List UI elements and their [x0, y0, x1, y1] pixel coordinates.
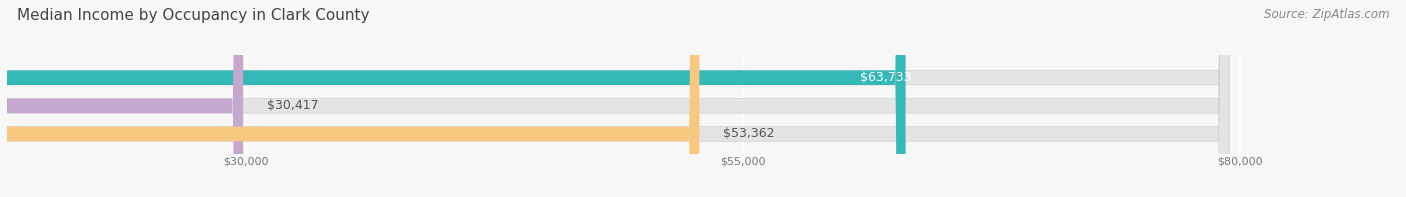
FancyBboxPatch shape	[0, 0, 1229, 197]
FancyBboxPatch shape	[0, 0, 699, 197]
FancyBboxPatch shape	[0, 0, 243, 197]
FancyBboxPatch shape	[0, 0, 905, 197]
Text: Median Income by Occupancy in Clark County: Median Income by Occupancy in Clark Coun…	[17, 8, 370, 23]
Text: $53,362: $53,362	[723, 127, 775, 140]
FancyBboxPatch shape	[0, 0, 1229, 197]
FancyBboxPatch shape	[0, 0, 1229, 197]
Text: $30,417: $30,417	[267, 99, 319, 112]
Text: Source: ZipAtlas.com: Source: ZipAtlas.com	[1264, 8, 1389, 21]
Text: $63,733: $63,733	[859, 71, 911, 84]
